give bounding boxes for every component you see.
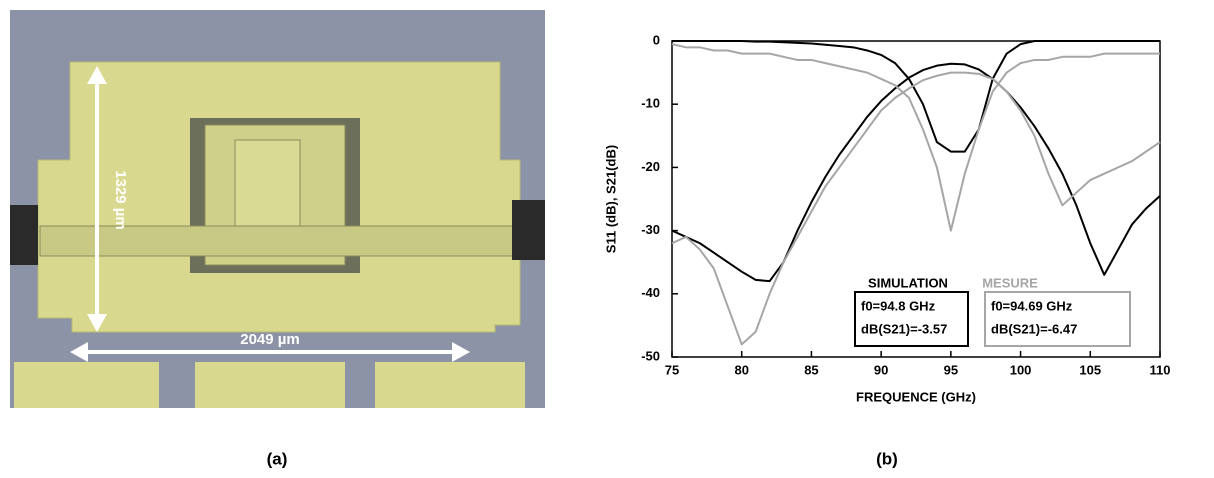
height-label: 1329 µm [112, 170, 129, 230]
x-tick-label: 75 [665, 362, 679, 377]
bottom-pad [375, 362, 525, 408]
annotation-box [854, 291, 969, 347]
annotation-title: MESURE [982, 275, 1038, 290]
plot-frame [671, 40, 1161, 358]
annotation-title: SIMULATION [868, 275, 948, 290]
x-tick-label: 90 [874, 362, 888, 377]
y-tick-label: -10 [641, 96, 660, 111]
bottom-pad [195, 362, 345, 408]
caption: (b) [876, 449, 898, 468]
annotation-text: f0=94.69 GHz [991, 298, 1073, 313]
y-tick-label: -20 [641, 159, 660, 174]
y-tick-label: -30 [641, 222, 660, 237]
chip-photo: 1329 µm 2049 µm [10, 10, 545, 408]
probe-right [512, 200, 545, 260]
series-line [671, 43, 1160, 232]
annotation-text: f0=94.8 GHz [861, 298, 936, 313]
y-tick-label: -50 [641, 348, 660, 363]
series-line [672, 40, 1160, 153]
series-line [671, 62, 1161, 283]
x-tick-label: 110 [1150, 362, 1171, 377]
x-tick-label: 95 [944, 362, 958, 377]
x-axis-title: FREQUENCE (GHz) [856, 389, 976, 404]
bottom-pad [14, 362, 159, 408]
y-tick-label: -40 [641, 285, 660, 300]
x-tick-label: 100 [1010, 362, 1032, 377]
x-tick-label: 85 [804, 362, 818, 377]
feed-line [39, 225, 521, 257]
annotation-text: dB(S21)=-6.47 [991, 321, 1077, 336]
annotation-box [984, 291, 1131, 347]
probe-left [10, 205, 38, 265]
y-tick-label: 0 [653, 32, 660, 47]
caption: (a) [267, 449, 288, 468]
width-label: 2049 µm [240, 331, 300, 348]
annotation-text: dB(S21)=-3.57 [861, 321, 947, 336]
series-line [671, 71, 1161, 346]
x-tick-label: 80 [734, 362, 748, 377]
y-axis-title: S11 (dB), S21(dB) [603, 145, 618, 253]
x-tick-label: 105 [1079, 362, 1101, 377]
